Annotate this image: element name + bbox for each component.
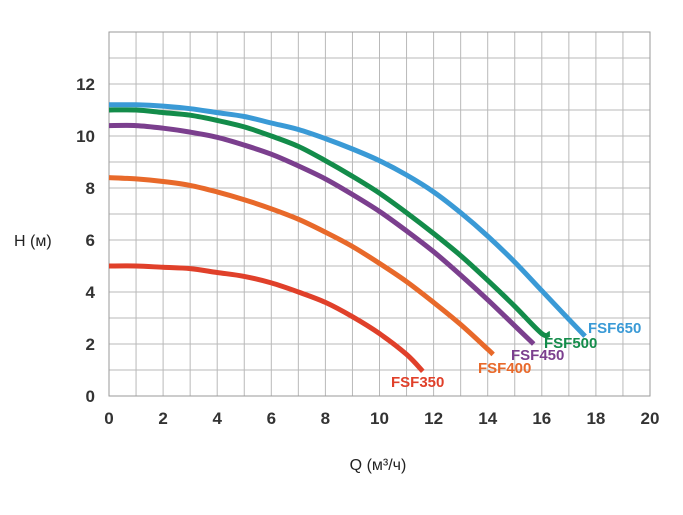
series-label-fsf450: FSF450	[511, 347, 564, 364]
y-tick-label: 10	[76, 127, 95, 146]
series-lines	[108, 102, 587, 374]
series-label-fsf500: FSF500	[544, 335, 597, 352]
series-line-fsf450	[108, 122, 536, 346]
y-tick-label: 2	[86, 335, 95, 354]
x-tick-label: 8	[321, 409, 330, 428]
series-label-fsf400: FSF400	[478, 360, 531, 377]
x-axis-label: Q (м³/ч)	[350, 457, 407, 474]
series-line-fsf500	[108, 107, 552, 339]
y-tick-label: 6	[86, 231, 95, 250]
y-tick-label: 12	[76, 75, 95, 94]
x-tick-label: 14	[478, 409, 497, 428]
x-tick-label: 2	[158, 409, 167, 428]
y-tick-label: 4	[86, 283, 96, 302]
y-axis-label: H (м)	[14, 233, 52, 250]
y-tick-labels: 0 2 4 6 8 10 12	[76, 75, 95, 406]
y-tick-label: 8	[86, 179, 95, 198]
series-label-fsf350: FSF350	[391, 374, 444, 391]
x-tick-label: 0	[104, 409, 113, 428]
x-tick-labels: 0 2 4 6 8 10 12 14 16 18 20	[104, 409, 659, 428]
x-tick-label: 4	[212, 409, 222, 428]
x-tick-label: 10	[370, 409, 389, 428]
x-tick-label: 12	[424, 409, 443, 428]
x-tick-label: 18	[586, 409, 605, 428]
y-tick-label: 0	[86, 387, 95, 406]
series-label-fsf650: FSF650	[588, 320, 641, 337]
x-tick-label: 16	[532, 409, 551, 428]
x-tick-label: 6	[267, 409, 276, 428]
plot-frame	[108, 31, 651, 397]
series-line-fsf650	[108, 102, 587, 338]
series-line-fsf400	[108, 175, 495, 357]
x-tick-label: 20	[641, 409, 660, 428]
series-line-fsf350	[108, 263, 425, 374]
